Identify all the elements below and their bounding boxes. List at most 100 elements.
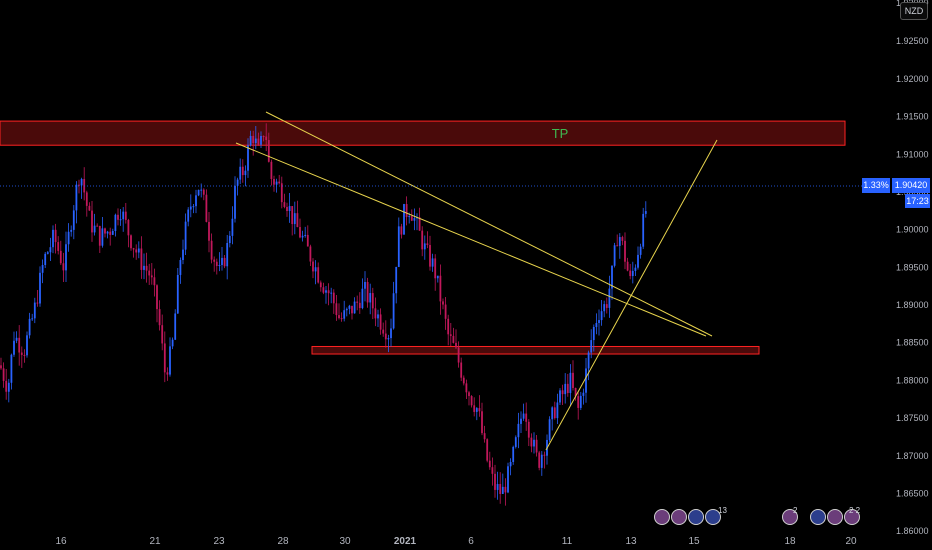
candle-body xyxy=(161,325,164,344)
candle-body xyxy=(353,301,356,314)
candle xyxy=(392,281,395,330)
candle xyxy=(631,261,634,284)
candle xyxy=(41,259,44,284)
candle-body xyxy=(369,293,372,303)
candle-body xyxy=(67,231,70,245)
candle-body xyxy=(535,439,538,453)
candle xyxy=(348,304,351,315)
candle xyxy=(496,471,499,500)
candle xyxy=(148,263,151,285)
candle xyxy=(356,295,359,311)
candle-body xyxy=(293,213,296,225)
candle-body xyxy=(267,140,270,162)
candle-body xyxy=(132,248,135,250)
candle-body xyxy=(366,281,369,303)
flag-event-icon[interactable] xyxy=(827,509,843,525)
flag-event-icon[interactable] xyxy=(688,509,704,525)
price-tick-label: 1.87500 xyxy=(896,413,929,423)
candle-body xyxy=(572,372,574,388)
flag-event-icon[interactable]: 13 xyxy=(705,506,727,525)
candle xyxy=(416,213,418,231)
candle xyxy=(135,244,138,260)
candle xyxy=(137,241,140,259)
candle xyxy=(205,189,208,223)
candle-body xyxy=(327,290,330,294)
candle xyxy=(36,290,39,307)
trendlines-layer xyxy=(235,111,718,451)
candle-body xyxy=(239,166,242,180)
candle-body xyxy=(377,314,379,319)
candle-body xyxy=(566,383,569,394)
candle xyxy=(338,303,340,320)
currency-badge[interactable]: NZD xyxy=(900,2,928,20)
events-group-2[interactable]: 2 xyxy=(782,506,798,527)
flag-event-icon[interactable] xyxy=(671,509,687,525)
trendline-rising xyxy=(545,139,718,451)
candle-body xyxy=(20,352,23,355)
candle-body xyxy=(130,235,132,249)
price-tick-label: 1.91500 xyxy=(896,112,929,122)
candle xyxy=(486,438,489,463)
candle-body xyxy=(314,267,317,272)
candle-body xyxy=(605,304,608,308)
countdown-badge: 17:23 xyxy=(905,194,930,208)
candle xyxy=(189,194,192,218)
candle-body xyxy=(426,243,429,246)
flag-event-icon[interactable]: 2 xyxy=(782,506,798,525)
candle-body xyxy=(361,288,364,309)
candle xyxy=(595,313,598,335)
candle xyxy=(481,402,483,436)
candle-body xyxy=(91,210,93,233)
events-group-3[interactable]: 2 2 xyxy=(810,506,860,527)
candle xyxy=(273,175,275,192)
candle-body xyxy=(291,206,294,225)
candle-body xyxy=(262,136,265,138)
candle xyxy=(465,379,468,399)
candle-body xyxy=(449,334,452,336)
candle-body xyxy=(379,314,382,330)
candle-body xyxy=(540,454,543,468)
candle-body xyxy=(15,337,18,341)
candle xyxy=(551,406,554,431)
candle xyxy=(431,253,434,272)
candle xyxy=(62,252,65,283)
candle-body xyxy=(390,328,392,339)
candle-body xyxy=(473,405,476,412)
candle-body xyxy=(223,257,226,267)
candle xyxy=(72,205,75,240)
candle xyxy=(457,341,460,368)
candle xyxy=(330,287,333,304)
candle-body xyxy=(23,354,26,356)
candle xyxy=(340,312,343,322)
candle xyxy=(540,451,543,476)
candle xyxy=(101,216,104,248)
flag-event-icon[interactable]: 2 2 xyxy=(844,506,860,525)
time-axis[interactable]: 16 21 23 28 30 2021 6 11 13 15 18 20 xyxy=(55,536,857,547)
candle-body xyxy=(340,318,343,320)
candle-body xyxy=(592,326,595,341)
candle-body xyxy=(231,218,234,236)
candle xyxy=(244,165,247,187)
candle-body xyxy=(595,322,598,327)
candle-body xyxy=(135,249,138,253)
events-group-1[interactable]: 13 xyxy=(654,506,727,527)
candle xyxy=(179,257,182,284)
time-tick-label: 23 xyxy=(213,536,225,547)
flag-event-icon[interactable] xyxy=(654,509,670,525)
candle xyxy=(299,218,301,239)
price-tick-label: 1.92000 xyxy=(896,74,929,84)
candle-body xyxy=(171,339,174,347)
price-tick-label: 1.90000 xyxy=(896,225,929,235)
candle-body xyxy=(423,243,426,250)
candle-body xyxy=(413,218,416,221)
price-axis[interactable]: 1.930001.925001.920001.915001.910001.905… xyxy=(896,0,929,536)
candle xyxy=(93,213,96,236)
candle xyxy=(377,309,379,327)
candle-body xyxy=(119,219,122,221)
candle-body xyxy=(319,282,322,288)
candle xyxy=(286,202,288,217)
events-count: 13 xyxy=(718,506,727,515)
candle-body xyxy=(392,293,395,329)
flag-event-icon[interactable] xyxy=(810,509,826,525)
